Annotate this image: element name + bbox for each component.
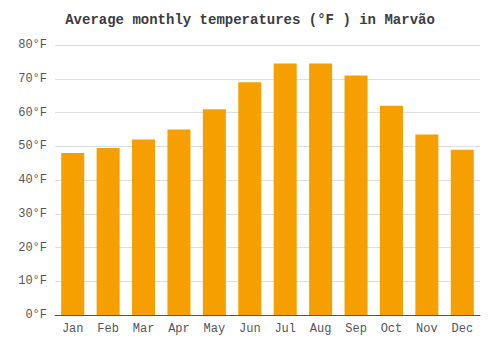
svg-text:Jul: Jul xyxy=(274,322,296,336)
svg-text:70°F: 70°F xyxy=(18,72,47,86)
svg-text:10°F: 10°F xyxy=(18,274,47,288)
svg-text:Nov: Nov xyxy=(416,322,438,336)
svg-text:0°F: 0°F xyxy=(25,308,47,322)
svg-text:40°F: 40°F xyxy=(18,173,47,187)
svg-text:Aug: Aug xyxy=(310,322,332,336)
svg-text:60°F: 60°F xyxy=(18,106,47,120)
svg-text:Dec: Dec xyxy=(451,322,473,336)
svg-text:80°F: 80°F xyxy=(18,38,47,52)
svg-text:Sep: Sep xyxy=(345,322,367,336)
svg-text:50°F: 50°F xyxy=(18,139,47,153)
svg-text:Mar: Mar xyxy=(133,322,155,336)
svg-text:30°F: 30°F xyxy=(18,207,47,221)
svg-text:Average monthly temperatures (: Average monthly temperatures (°F ) in Ma… xyxy=(65,12,435,28)
svg-text:May: May xyxy=(204,322,226,336)
svg-text:20°F: 20°F xyxy=(18,241,47,255)
svg-text:Feb: Feb xyxy=(97,322,119,336)
svg-text:Apr: Apr xyxy=(168,322,190,336)
svg-text:Oct: Oct xyxy=(381,322,403,336)
svg-text:Jun: Jun xyxy=(239,322,261,336)
svg-text:Jan: Jan xyxy=(62,322,84,336)
